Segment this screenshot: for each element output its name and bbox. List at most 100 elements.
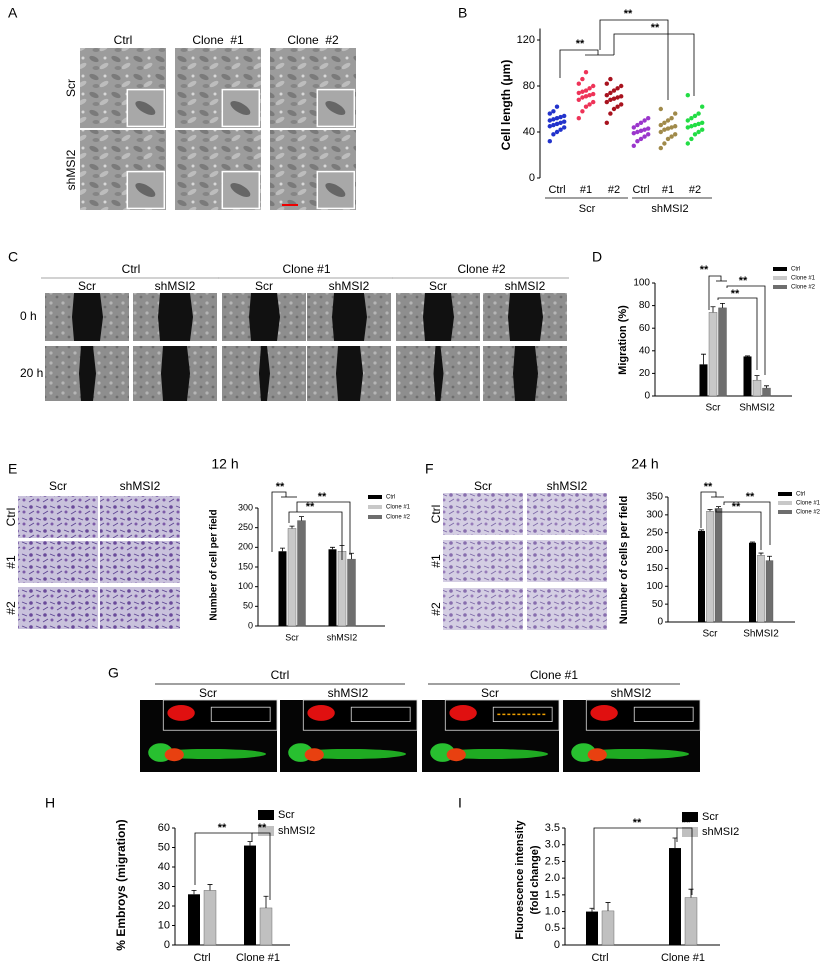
data-point — [662, 127, 667, 132]
data-point — [562, 125, 567, 130]
data-point — [551, 132, 556, 137]
y-tick-label: 0 — [554, 939, 560, 951]
scratch-gap — [79, 346, 96, 401]
data-point — [576, 116, 581, 121]
scratch-gap — [158, 293, 193, 341]
label: Scr — [64, 79, 78, 97]
transwell-image — [443, 588, 523, 630]
significance: ** — [633, 817, 642, 829]
bar — [188, 894, 200, 945]
error-bar — [207, 884, 213, 891]
legend-swatch — [682, 827, 698, 837]
label: #2 — [689, 184, 701, 196]
bracket — [677, 827, 693, 895]
x-tick-label: ShMSI2 — [743, 629, 779, 640]
data-point — [673, 111, 678, 116]
y-tick-label: 0 — [164, 939, 170, 951]
legend-swatch — [258, 810, 274, 820]
label: shMSI2 — [64, 149, 78, 190]
label: #1 — [662, 184, 674, 196]
significance: ** — [704, 481, 713, 493]
bar — [699, 364, 708, 396]
data-point — [547, 124, 552, 129]
data-point — [665, 118, 671, 123]
panel-label: A — [8, 5, 18, 21]
significance: ** — [318, 491, 327, 503]
data-point — [580, 89, 585, 94]
bar — [718, 307, 727, 397]
label: shMSI2 — [155, 279, 196, 293]
data-point — [646, 116, 651, 121]
legend-label: Clone #2 — [791, 285, 816, 291]
y-tick-label: 40 — [639, 345, 651, 356]
panel-label: C — [8, 249, 18, 265]
data-point — [642, 127, 647, 132]
data-point — [554, 116, 560, 121]
error-bar — [299, 516, 304, 521]
scratch-gap — [423, 293, 454, 341]
bar — [328, 549, 337, 626]
label: 24 h — [631, 456, 658, 472]
data-point — [587, 93, 592, 98]
data-point — [619, 94, 624, 99]
tumor — [307, 705, 335, 721]
y-tick-label: 50 — [158, 841, 170, 853]
significance: ** — [700, 264, 709, 276]
x-tick-label: Ctrl — [591, 952, 608, 964]
data-point — [669, 116, 674, 121]
error-bar — [605, 902, 611, 911]
data-point — [685, 125, 690, 130]
bar — [749, 542, 756, 622]
panel-label: H — [45, 795, 55, 811]
bracket — [194, 832, 253, 885]
label: Clone #2 — [287, 33, 339, 47]
label: Ctrl — [271, 668, 290, 682]
cell — [230, 101, 251, 115]
data-point — [665, 126, 671, 131]
legend-label: shMSI2 — [278, 825, 315, 837]
transwell-image — [100, 496, 180, 538]
data-point — [562, 113, 567, 119]
data-point — [658, 106, 663, 112]
significance: ** — [746, 491, 755, 503]
bar — [337, 551, 347, 627]
label: shMSI2 — [547, 479, 588, 493]
transwell-image — [18, 496, 98, 538]
bracket — [288, 511, 343, 560]
cell — [325, 183, 346, 197]
data-point — [696, 111, 701, 116]
x-tick-label: Ctrl — [193, 952, 210, 964]
y-tick-label: 300 — [646, 509, 663, 520]
y-tick-label: 0 — [529, 172, 535, 184]
y-tick-label: 60 — [639, 323, 651, 334]
label: 0 h — [20, 309, 37, 323]
data-point — [689, 116, 694, 121]
label: #2 — [429, 602, 443, 616]
legend-swatch — [682, 812, 698, 822]
data-point — [662, 120, 667, 126]
bracket — [599, 19, 669, 100]
label: #2 — [608, 184, 620, 196]
y-tick-label: 0 — [657, 617, 663, 628]
data-point — [662, 141, 667, 146]
cell — [135, 183, 156, 197]
label: Scr — [49, 479, 67, 493]
data-point — [554, 104, 560, 109]
fish-tumor — [164, 748, 184, 762]
y-tick-label: 20 — [158, 900, 170, 912]
significance: ** — [218, 822, 227, 834]
label: Scr — [199, 686, 217, 700]
data-point — [646, 126, 651, 131]
data-point — [604, 120, 609, 126]
label: Scr — [474, 479, 492, 493]
y-axis-title: Fluorescence intensity — [514, 820, 526, 940]
data-point — [587, 102, 592, 107]
label: shMSI2 — [505, 279, 546, 293]
y-tick-label: 0.5 — [545, 922, 560, 934]
data-point — [685, 118, 690, 123]
legend-swatch — [368, 515, 382, 519]
scratch-gap — [332, 293, 367, 341]
bar — [765, 560, 774, 623]
data-point — [591, 99, 596, 105]
